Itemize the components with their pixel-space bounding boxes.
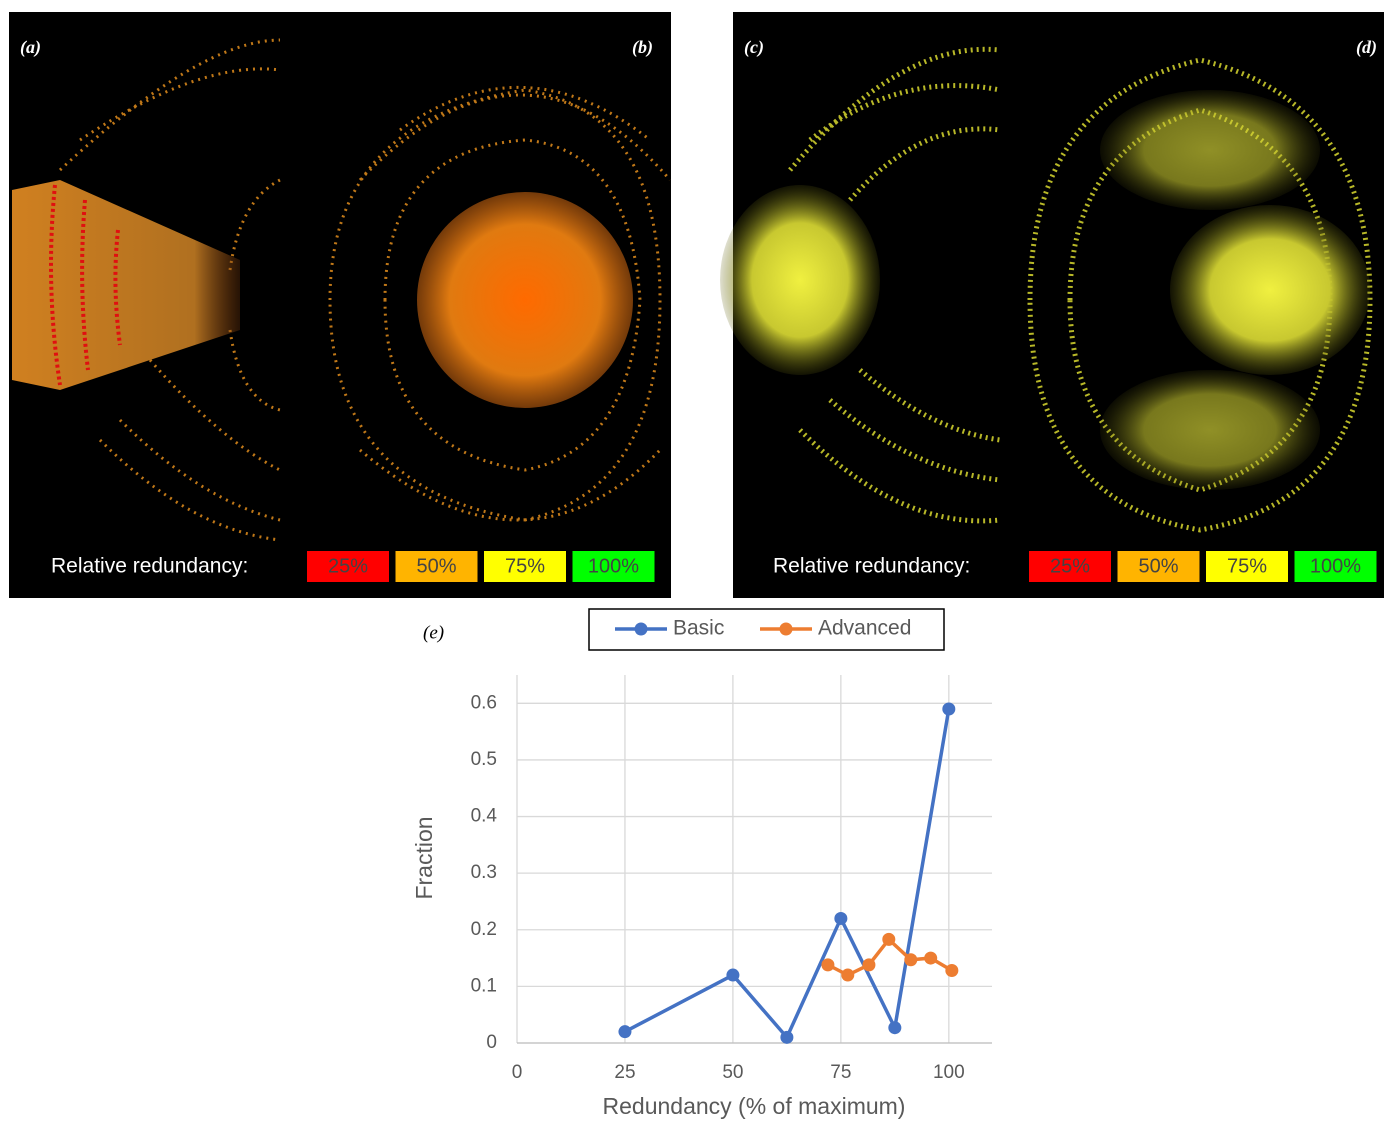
y-axis-title: Fraction — [411, 816, 437, 899]
legend-label: Basic — [673, 617, 724, 640]
legend-swatch — [484, 551, 566, 582]
data-point — [882, 932, 896, 946]
legend-title: Relative redundancy: — [51, 555, 248, 578]
y-tick-label: 0.3 — [471, 862, 497, 883]
legend-swatch — [395, 551, 478, 582]
data-point — [904, 953, 918, 967]
legend-marker — [634, 622, 648, 636]
x-tick-label: 75 — [830, 1062, 851, 1083]
image-panel-left: (a) (b) Relative redundancy: 25% 50% 75% 10… — [9, 12, 672, 598]
panel-label: (c) — [744, 37, 764, 58]
legend-swatch — [1117, 551, 1200, 582]
legend-swatch — [1206, 551, 1288, 582]
legend-label: 50% — [1138, 555, 1178, 577]
legend-label: 25% — [1050, 555, 1090, 577]
panel-label: (b) — [632, 37, 653, 58]
data-point — [821, 958, 835, 972]
data-point — [780, 1030, 794, 1044]
image-panel-right: (c) (d) Relative redundancy: 25% 50% 75% 10… — [720, 12, 1384, 598]
y-tick-label: 0.4 — [471, 806, 498, 827]
panel-label: (a) — [20, 37, 41, 58]
legend-label: 100% — [1310, 555, 1361, 577]
redundancy-legend: 25% 50% 75% 100% — [1029, 551, 1377, 582]
y-tick-label: 0.6 — [471, 692, 497, 713]
data-point — [618, 1025, 632, 1039]
data-point — [862, 958, 876, 972]
redundancy-legend: 25% 50% 75% 100% — [307, 551, 655, 582]
data-point — [841, 968, 855, 982]
x-tick-label: 0 — [512, 1062, 523, 1083]
legend-label: 75% — [1227, 555, 1267, 577]
legend-marker — [779, 622, 793, 636]
data-point — [924, 951, 938, 965]
data-point — [888, 1021, 902, 1035]
x-tick-label: 100 — [933, 1062, 965, 1083]
y-tick-label: 0.5 — [471, 749, 497, 770]
legend-swatch — [1029, 551, 1111, 582]
legend-label: Advanced — [818, 617, 911, 640]
panel-label: (e) — [423, 622, 444, 643]
data-point — [834, 911, 848, 925]
legend-label: 25% — [328, 555, 368, 577]
x-axis-title: Redundancy (% of maximum) — [603, 1093, 906, 1119]
x-tick-label: 50 — [722, 1062, 743, 1083]
y-tick-label: 0.1 — [471, 975, 497, 996]
y-tick-label: 0 — [486, 1032, 497, 1053]
legend-label: 75% — [505, 555, 545, 577]
x-tick-label: 25 — [614, 1062, 635, 1083]
data-point — [726, 968, 740, 982]
data-point — [945, 964, 959, 978]
legend-title: Relative redundancy: — [773, 555, 970, 578]
legend-swatch — [572, 551, 655, 582]
y-tick-label: 0.2 — [471, 919, 497, 940]
panel-label: (d) — [1356, 37, 1377, 58]
legend-label: 50% — [416, 555, 456, 577]
series-line — [624, 708, 951, 1041]
plot: 0 0.1 0.2 0.3 0.4 0.5 0.6 0 25 50 75 100 — [471, 675, 992, 1083]
legend-swatch — [307, 551, 389, 582]
data-point — [942, 702, 956, 716]
legend-swatch — [1294, 551, 1377, 582]
legend-label: 100% — [588, 555, 639, 577]
